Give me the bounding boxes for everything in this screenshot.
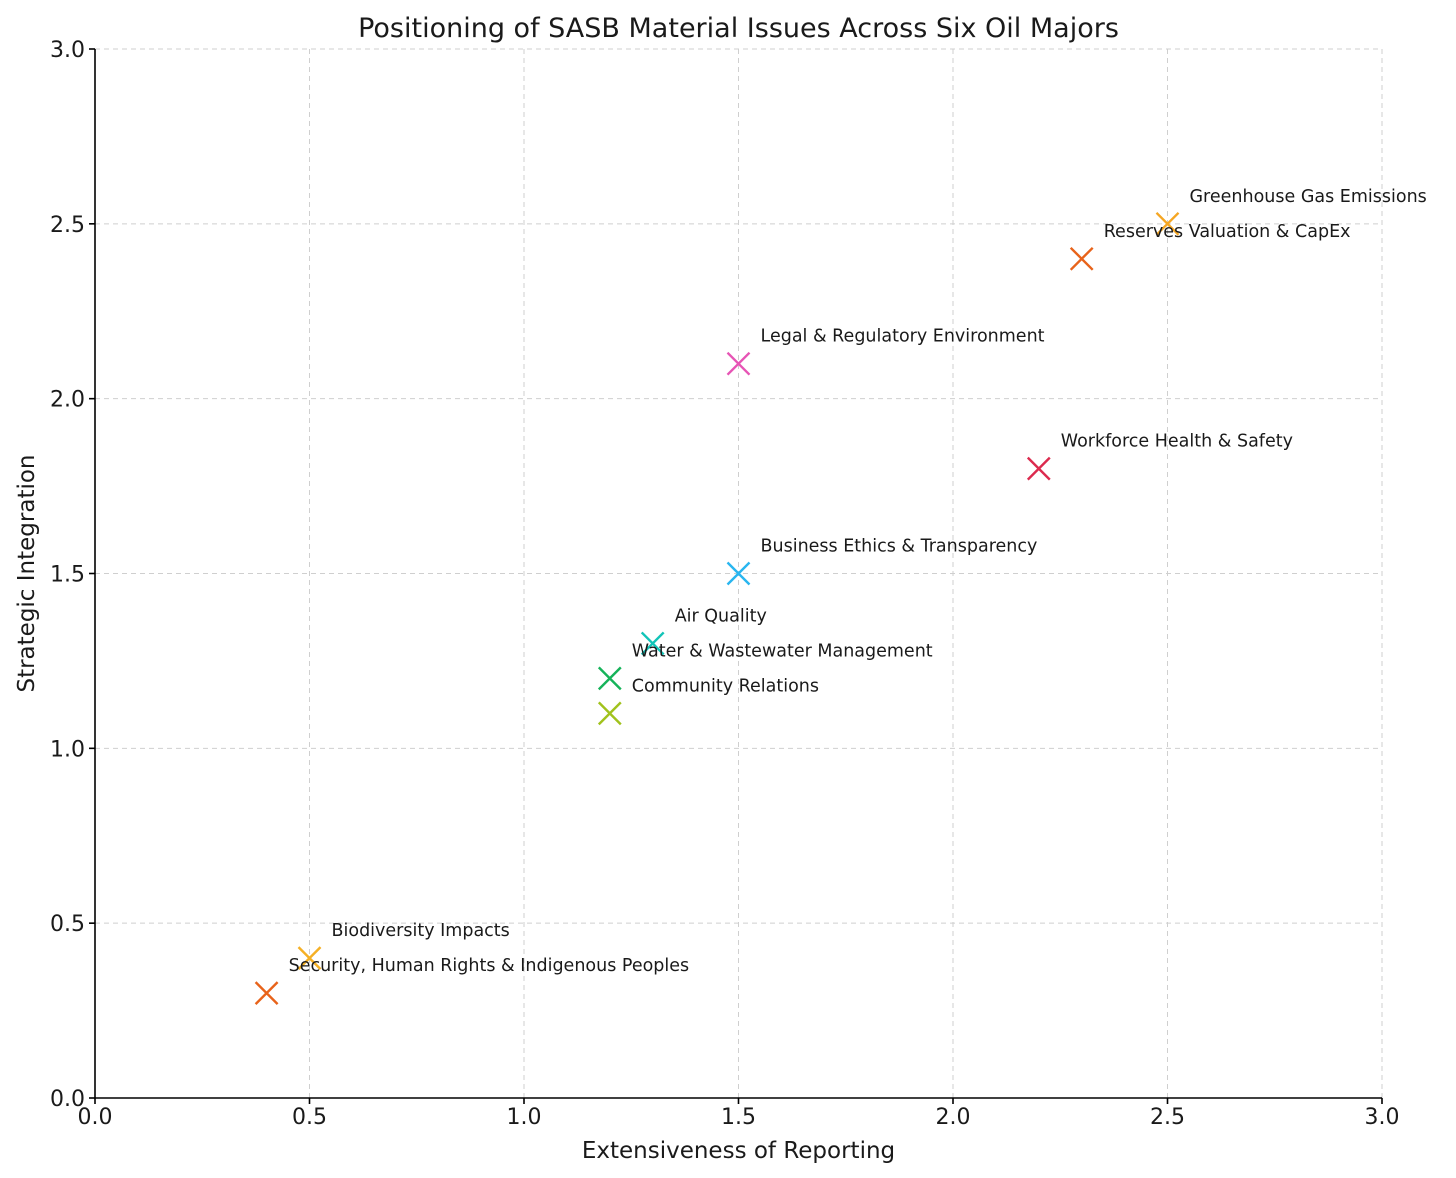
point-label: Reserves Valuation & CapEx [1104, 222, 1351, 242]
point-label: Biodiversity Impacts [332, 921, 510, 941]
point-label: Business Ethics & Transparency [761, 537, 1038, 557]
x-tick-label-3: 1.5 [721, 1105, 756, 1130]
x-marker [1026, 456, 1051, 481]
y-tick-label-4: 2.0 [50, 388, 85, 413]
point-label: Security, Human Rights & Indigenous Peop… [289, 956, 690, 976]
data-point-8: Biodiversity Impacts [297, 921, 510, 970]
x-marker [1155, 211, 1180, 236]
chart-title: Positioning of SASB Material Issues Acro… [358, 13, 1119, 44]
x-tick-label-6: 3.0 [1365, 1105, 1400, 1130]
x-tick-label-1: 0.5 [292, 1105, 327, 1130]
x-tick-label-0: 0.0 [78, 1105, 113, 1130]
point-label: Greenhouse Gas Emissions [1190, 187, 1427, 207]
y-ticks: 0.0 0.5 1.0 1.5 2.0 2.5 3.0 [50, 38, 95, 1112]
point-label: Workforce Health & Safety [1061, 432, 1293, 452]
y-tick-label-0: 0.0 [50, 1087, 85, 1112]
data-point-9: Security, Human Rights & Indigenous Peop… [254, 956, 690, 1005]
x-tick-label-2: 1.0 [507, 1105, 542, 1130]
point-label: Water & Wastewater Management [632, 641, 933, 661]
y-tick-label-6: 3.0 [50, 38, 85, 63]
data-point-5: Air Quality [640, 606, 767, 656]
data-point-3: Workforce Health & Safety [1026, 432, 1293, 481]
x-marker [1069, 246, 1094, 271]
x-marker [597, 666, 622, 691]
x-marker [297, 946, 322, 970]
y-tick-label-3: 1.5 [50, 563, 85, 588]
x-tick-label-4: 2.0 [936, 1105, 971, 1130]
data-point-0: Greenhouse Gas Emissions [1155, 187, 1427, 236]
point-label: Air Quality [675, 606, 767, 626]
x-marker [640, 631, 665, 656]
point-label: Community Relations [632, 676, 819, 696]
x-ticks: 0.0 0.5 1.0 1.5 2.0 2.5 3.0 [78, 1098, 1400, 1130]
x-marker [726, 351, 751, 376]
data-point-6: Water & Wastewater Management [597, 641, 933, 691]
data-point-2: Legal & Regulatory Environment [726, 327, 1045, 376]
y-tick-label-1: 0.5 [50, 912, 85, 937]
x-marker [726, 561, 751, 586]
x-marker [254, 981, 279, 1005]
y-axis-title: Strategic Integration [14, 454, 40, 692]
data-points: Greenhouse Gas Emissions Reserves Valuati… [254, 187, 1427, 1005]
data-point-4: Business Ethics & Transparency [726, 537, 1038, 586]
y-tick-label-5: 2.5 [50, 213, 85, 238]
y-tick-label-2: 1.0 [50, 737, 85, 762]
data-point-7: Community Relations [597, 676, 819, 726]
x-tick-label-5: 2.5 [1150, 1105, 1185, 1130]
x-marker [597, 701, 622, 726]
x-axis-title: Extensiveness of Reporting [582, 1138, 895, 1164]
data-point-1: Reserves Valuation & CapEx [1069, 222, 1351, 271]
point-label: Legal & Regulatory Environment [761, 327, 1045, 347]
